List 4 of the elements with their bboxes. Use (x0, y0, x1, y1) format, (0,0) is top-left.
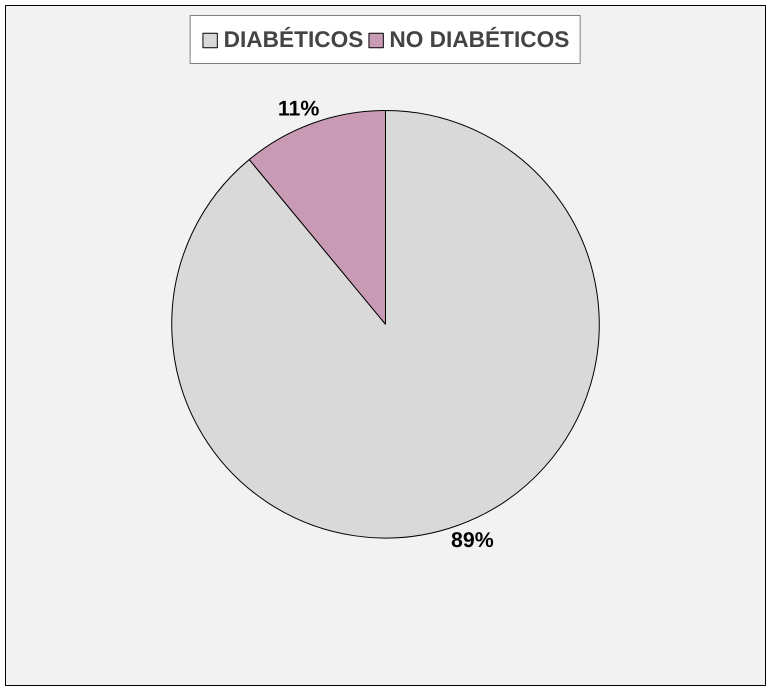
data-label: 89% (451, 528, 494, 552)
legend-label: DIABÉTICOS (224, 26, 364, 53)
legend-label: NO DIABÉTICOS (389, 26, 570, 53)
data-label: 11% (278, 96, 320, 120)
